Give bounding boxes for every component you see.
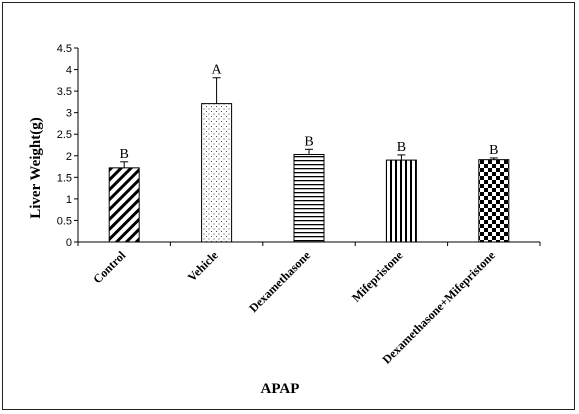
y-tick-label: 1 (66, 194, 72, 206)
bars: B A B B B (108, 63, 510, 243)
significance-label: B (397, 140, 406, 155)
x-category-label: Control (90, 248, 128, 286)
y-tick-label: 2 (66, 151, 72, 163)
x-category-label: Dexamethasone (246, 248, 313, 315)
y-tick-label: 4.5 (57, 43, 72, 55)
y-tick-label: 4 (66, 65, 72, 77)
y-tick-label: 0 (66, 237, 72, 249)
y-axis-label: Liver Weight(g) (28, 117, 44, 219)
significance-label: A (212, 63, 223, 78)
y-axis-ticks: 0 0.5 1 1.5 2 2.5 3 3.5 4 4.5 (57, 43, 78, 249)
significance-label: B (489, 143, 498, 158)
bar (108, 167, 140, 243)
bar (478, 159, 510, 243)
y-tick-label: 3.5 (57, 86, 72, 98)
significance-label: B (304, 134, 313, 149)
y-tick-label: 2.5 (57, 129, 72, 141)
significance-label: B (120, 147, 129, 162)
x-category-label: Mifepristone (349, 248, 406, 305)
x-category-label: Vehicle (185, 248, 221, 284)
y-tick-label: 3 (66, 108, 72, 120)
y-tick-label: 0.5 (57, 215, 72, 227)
bar (385, 159, 417, 243)
x-axis-categories: Control Vehicle Dexamethasone MifepristoneD… (90, 248, 498, 367)
bar (201, 103, 233, 243)
y-tick-label: 1.5 (57, 172, 72, 184)
bar (293, 153, 325, 243)
x-axis-label: APAP (261, 381, 300, 397)
